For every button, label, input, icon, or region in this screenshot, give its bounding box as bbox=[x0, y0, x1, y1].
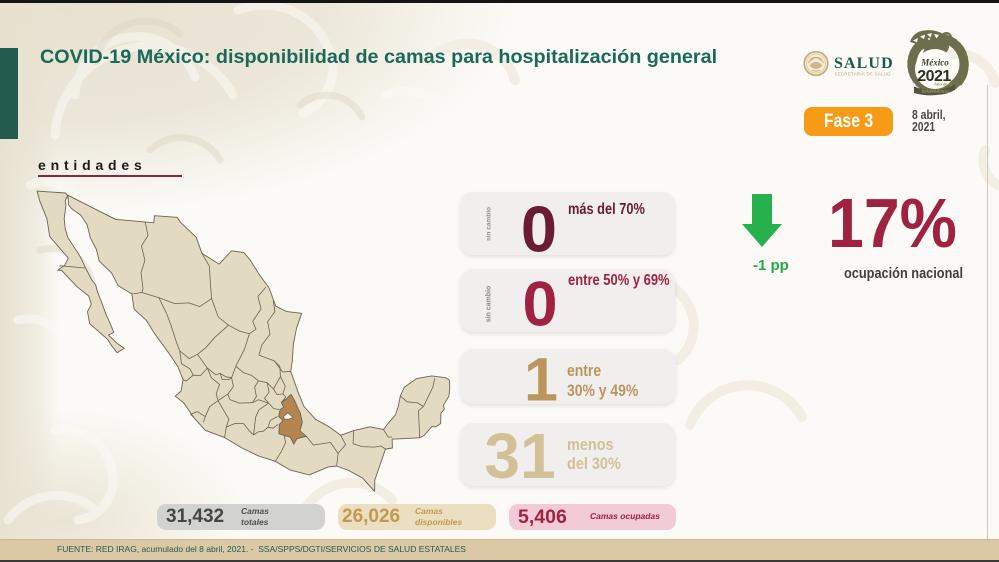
svg-text:2021: 2021 bbox=[917, 68, 951, 85]
svg-text:SECRETARÍA DE SALUD: SECRETARÍA DE SALUD bbox=[835, 71, 891, 76]
svg-text:México: México bbox=[920, 58, 949, 68]
svg-text:Año de la: Año de la bbox=[933, 82, 953, 87]
svg-text:SALUD: SALUD bbox=[834, 55, 894, 72]
svg-text:Independencia: Independencia bbox=[920, 88, 949, 93]
